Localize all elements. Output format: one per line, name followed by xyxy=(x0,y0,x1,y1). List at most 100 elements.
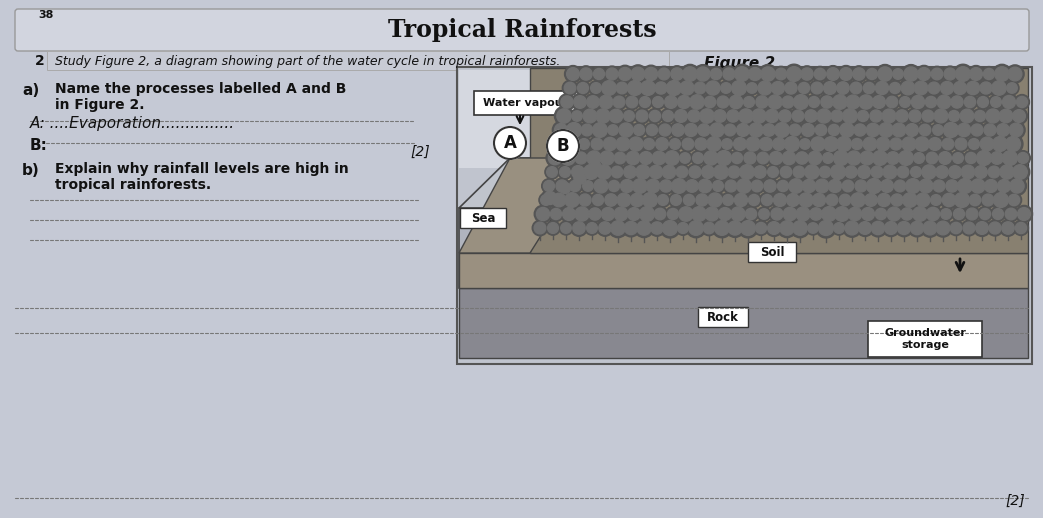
Circle shape xyxy=(792,92,810,112)
Circle shape xyxy=(567,179,582,194)
Circle shape xyxy=(864,176,884,196)
Circle shape xyxy=(991,152,1003,164)
Circle shape xyxy=(536,207,550,221)
Circle shape xyxy=(630,193,644,207)
Circle shape xyxy=(816,124,827,136)
Circle shape xyxy=(573,222,585,234)
Circle shape xyxy=(757,152,769,164)
Circle shape xyxy=(912,95,924,109)
Circle shape xyxy=(647,163,664,181)
Text: [2]: [2] xyxy=(1005,494,1025,508)
Circle shape xyxy=(759,193,774,207)
Circle shape xyxy=(662,148,682,168)
Circle shape xyxy=(841,106,859,126)
Circle shape xyxy=(988,166,1000,178)
FancyBboxPatch shape xyxy=(457,67,1032,364)
Circle shape xyxy=(715,94,731,110)
Circle shape xyxy=(980,137,994,151)
Circle shape xyxy=(669,193,683,207)
Circle shape xyxy=(631,67,645,81)
Circle shape xyxy=(964,79,981,97)
Circle shape xyxy=(955,176,975,196)
Circle shape xyxy=(817,109,831,123)
Circle shape xyxy=(611,166,623,178)
Circle shape xyxy=(639,207,654,221)
Circle shape xyxy=(591,138,603,150)
Circle shape xyxy=(578,82,588,93)
Circle shape xyxy=(603,137,616,151)
Circle shape xyxy=(848,191,868,210)
Circle shape xyxy=(752,109,767,123)
Circle shape xyxy=(586,159,604,177)
Circle shape xyxy=(600,151,614,165)
Circle shape xyxy=(962,220,977,236)
Circle shape xyxy=(721,193,735,207)
Circle shape xyxy=(637,204,657,224)
Circle shape xyxy=(966,152,976,164)
Circle shape xyxy=(728,166,741,178)
Circle shape xyxy=(639,152,653,164)
Circle shape xyxy=(698,179,711,193)
Circle shape xyxy=(793,221,807,235)
Circle shape xyxy=(676,205,696,224)
Circle shape xyxy=(744,207,758,222)
Circle shape xyxy=(642,193,657,207)
Circle shape xyxy=(876,137,890,151)
Circle shape xyxy=(618,67,632,80)
Polygon shape xyxy=(459,208,530,288)
Circle shape xyxy=(581,107,599,125)
Circle shape xyxy=(831,148,851,168)
Circle shape xyxy=(941,81,953,95)
Circle shape xyxy=(687,92,706,111)
Circle shape xyxy=(754,94,770,110)
Circle shape xyxy=(761,67,775,81)
Circle shape xyxy=(914,153,924,163)
Circle shape xyxy=(532,220,548,236)
Circle shape xyxy=(824,192,840,208)
Circle shape xyxy=(584,149,604,167)
Circle shape xyxy=(846,95,859,109)
Circle shape xyxy=(963,94,977,109)
Circle shape xyxy=(758,81,772,95)
Circle shape xyxy=(995,122,1012,138)
Circle shape xyxy=(942,193,955,207)
Circle shape xyxy=(606,123,620,137)
Circle shape xyxy=(955,121,973,139)
Circle shape xyxy=(651,222,663,234)
Circle shape xyxy=(657,122,673,138)
Circle shape xyxy=(833,223,845,233)
Circle shape xyxy=(559,221,573,235)
Circle shape xyxy=(792,110,804,122)
Circle shape xyxy=(992,64,1012,84)
Circle shape xyxy=(583,181,593,191)
Circle shape xyxy=(848,80,864,96)
Circle shape xyxy=(562,135,580,153)
Circle shape xyxy=(744,152,756,164)
Circle shape xyxy=(867,123,879,137)
Circle shape xyxy=(556,180,568,192)
Circle shape xyxy=(970,68,983,80)
Circle shape xyxy=(559,94,575,110)
Circle shape xyxy=(879,123,893,137)
Circle shape xyxy=(914,191,932,209)
Circle shape xyxy=(628,208,640,220)
Circle shape xyxy=(668,208,679,220)
Circle shape xyxy=(880,180,894,192)
Circle shape xyxy=(830,165,846,179)
Circle shape xyxy=(636,110,648,122)
Circle shape xyxy=(670,176,688,196)
Circle shape xyxy=(732,64,752,84)
Circle shape xyxy=(999,109,1013,123)
Circle shape xyxy=(990,78,1009,97)
Circle shape xyxy=(887,96,898,108)
Circle shape xyxy=(717,205,733,223)
Circle shape xyxy=(962,165,975,179)
Circle shape xyxy=(660,109,676,123)
Circle shape xyxy=(574,96,586,108)
Circle shape xyxy=(576,81,590,95)
Circle shape xyxy=(762,124,775,136)
Circle shape xyxy=(891,194,903,206)
Circle shape xyxy=(903,176,923,196)
Circle shape xyxy=(976,151,992,165)
Circle shape xyxy=(827,68,840,80)
